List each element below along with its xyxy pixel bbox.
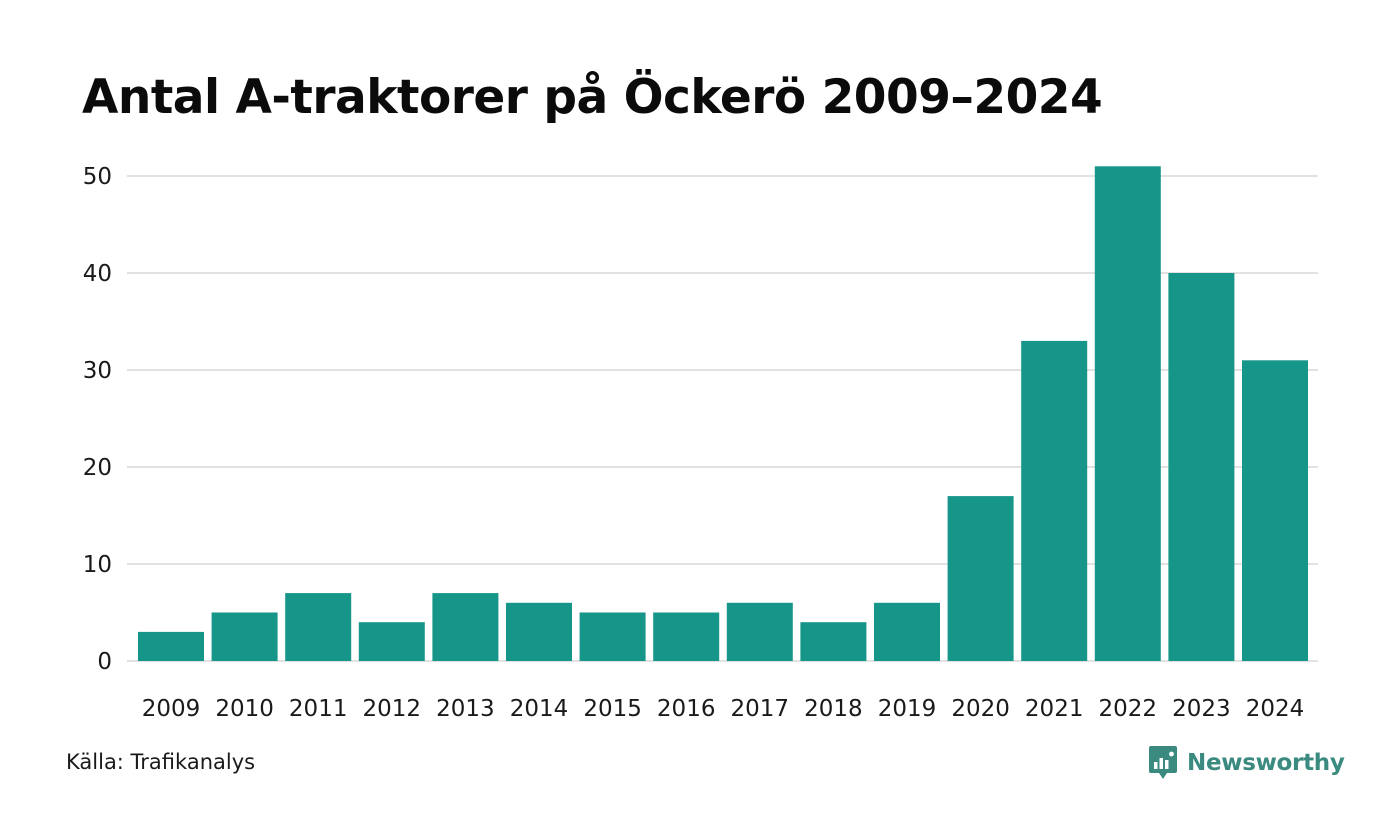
x-tick-label: 2011	[289, 696, 348, 722]
source-label: Källa: Trafikanalys	[66, 750, 256, 774]
bar-2021	[1021, 340, 1088, 661]
x-tick-label: 2014	[510, 696, 569, 722]
x-tick-label: 2020	[951, 696, 1010, 722]
bar-2017	[726, 602, 793, 661]
bar-2009	[138, 631, 204, 661]
y-tick-label: 10	[83, 552, 112, 578]
x-tick-label: 2013	[436, 696, 495, 722]
bar-2020	[947, 496, 1014, 661]
x-tick-label: 2023	[1172, 696, 1231, 722]
bar-2010	[211, 612, 278, 661]
y-axis-tick-labels: 0 10 20 30 40 50	[83, 164, 112, 675]
chart-title: Antal A-traktorer på Öckerö 2009–2024	[82, 70, 1103, 125]
x-tick-label: 2017	[731, 696, 790, 722]
bar-2016	[653, 612, 720, 661]
y-tick-label: 0	[97, 649, 112, 675]
x-tick-label: 2019	[878, 696, 937, 722]
x-tick-label: 2022	[1099, 696, 1158, 722]
y-tick-label: 30	[83, 358, 112, 384]
bar-2019	[874, 602, 940, 661]
bar-2022	[1094, 166, 1161, 662]
x-tick-label: 2009	[142, 696, 201, 722]
newsworthy-logo-icon	[1149, 746, 1177, 779]
x-tick-label: 2016	[657, 696, 716, 722]
x-tick-label: 2024	[1246, 696, 1305, 722]
bar-2024	[1242, 360, 1308, 661]
y-tick-label: 20	[83, 455, 112, 481]
x-tick-label: 2015	[583, 696, 642, 722]
bar-2018	[800, 622, 867, 661]
x-tick-label: 2021	[1025, 696, 1084, 722]
bar-2015	[579, 612, 646, 661]
y-tick-label: 50	[83, 164, 112, 190]
y-tick-label: 40	[83, 261, 112, 287]
x-tick-label: 2010	[215, 696, 274, 722]
brand-name: Newsworthy	[1187, 750, 1345, 776]
bar-2012	[358, 622, 425, 661]
bar-2023	[1168, 273, 1235, 661]
x-tick-label: 2012	[363, 696, 422, 722]
newsworthy-logo: Newsworthy	[1148, 744, 1345, 782]
bar-2011	[285, 593, 352, 661]
bar-2014	[506, 602, 572, 661]
bars	[138, 166, 1308, 662]
x-axis-tick-labels: 2009 2010 2011 2012 2013 2014 2015 2016 2017 2018…	[142, 696, 1305, 722]
bar-2013	[432, 593, 499, 661]
x-tick-label: 2018	[804, 696, 863, 722]
